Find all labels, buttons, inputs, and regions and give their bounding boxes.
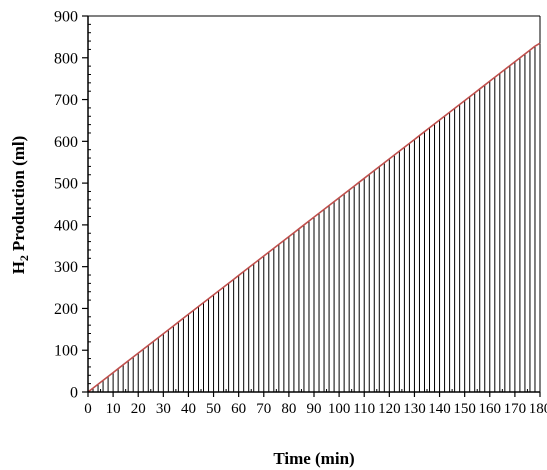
x-tick-label: 40 (181, 401, 196, 417)
x-tick-label: 170 (504, 401, 527, 417)
x-tick-label: 80 (281, 401, 296, 417)
x-axis-ticks: 0 10 20 30 40 50 60 70 80 90 100 110 120 130 140 150 160… (84, 389, 547, 417)
y-tick-label: 700 (54, 92, 78, 109)
x-tick-label: 0 (84, 401, 92, 417)
x-tick-label: 60 (231, 401, 246, 417)
x-tick-label: 130 (403, 401, 426, 417)
y-tick-label: 100 (54, 343, 78, 360)
x-tick-label: 120 (378, 401, 401, 417)
y-tick-label: 200 (54, 301, 78, 318)
y-tick-label: 300 (54, 259, 78, 276)
x-tick-label: 20 (131, 401, 146, 417)
y-axis-title-prefix: H (9, 261, 28, 274)
y-tick-label: 500 (54, 176, 78, 193)
y-tick-label: 600 (54, 134, 78, 151)
x-tick-label: 90 (307, 401, 322, 417)
y-tick-label: 0 (70, 385, 78, 402)
x-tick-label: 100 (328, 401, 351, 417)
x-tick-label: 180 (529, 401, 547, 417)
y-tick-label: 900 (54, 9, 78, 26)
y-axis-ticks: 0 100 200 300 400 500 600 700 800 900 (54, 9, 91, 402)
x-axis-title: Time (min) (273, 449, 354, 468)
x-tick-label: 110 (353, 401, 375, 417)
y-axis-title-main: Production (ml) (9, 136, 28, 251)
production-bars (92, 43, 541, 392)
x-tick-label: 10 (106, 401, 121, 417)
y-axis-title-subscript: 2 (17, 255, 31, 261)
x-tick-label: 30 (156, 401, 171, 417)
x-tick-label: 150 (453, 401, 476, 417)
x-tick-label: 70 (256, 401, 271, 417)
y-tick-label: 800 (54, 50, 78, 67)
x-tick-label: 50 (206, 401, 221, 417)
x-tick-label: 140 (428, 401, 451, 417)
production-curve (87, 42, 541, 393)
y-axis-title: H2 Production (ml) (9, 136, 31, 275)
y-tick-label: 400 (54, 217, 78, 234)
x-tick-label: 160 (479, 401, 502, 417)
